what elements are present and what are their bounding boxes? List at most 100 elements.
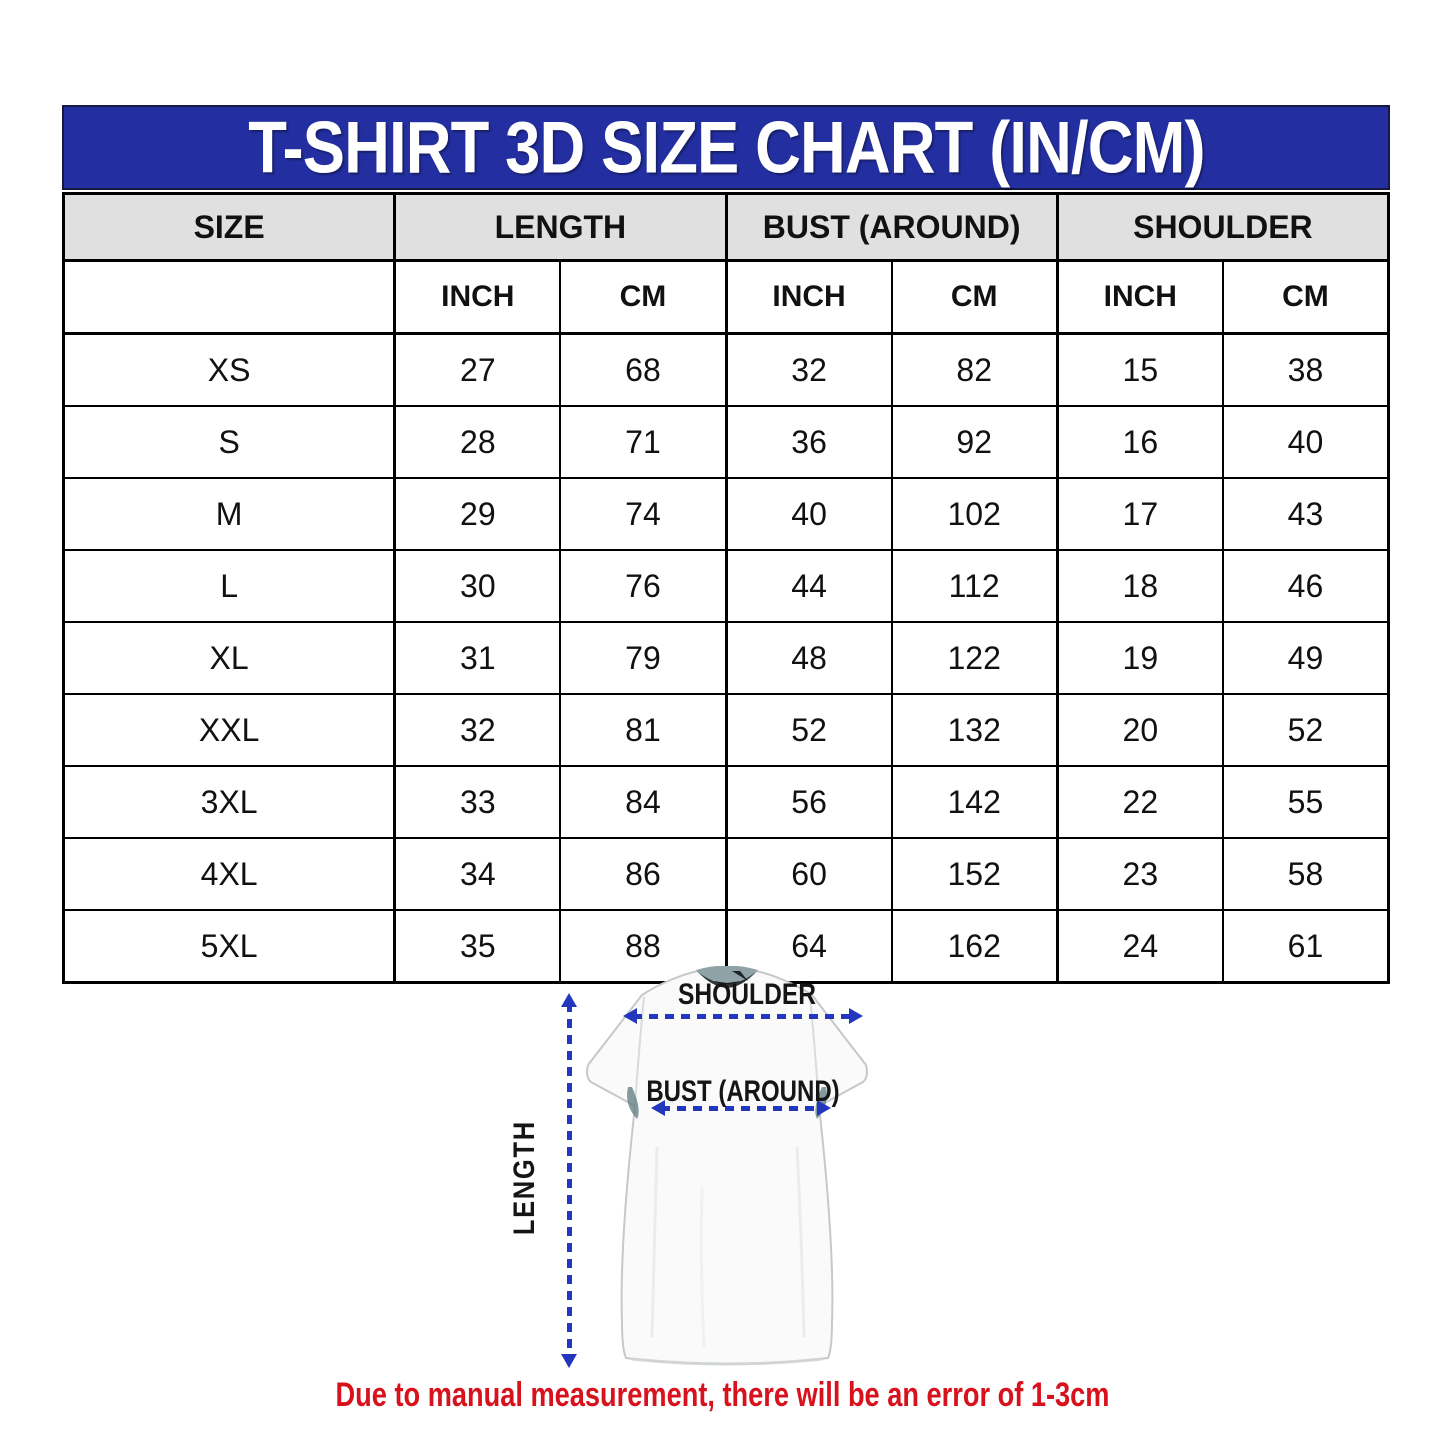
value-cell: 19 [1055, 621, 1224, 695]
size-label-cell: 3XL [62, 765, 396, 839]
column-header-bust: BUST (AROUND) [724, 192, 1059, 262]
bust-arrow [651, 1100, 831, 1116]
value-cell: 44 [724, 549, 893, 623]
measurement-error-note: Due to manual measurement, there will be… [335, 1376, 1110, 1414]
value-cell: 27 [393, 332, 562, 407]
value-cell: 102 [890, 477, 1059, 551]
value-cell: 32 [724, 332, 893, 407]
value-cell: 55 [1221, 765, 1390, 839]
arrowhead-left-icon [623, 1008, 637, 1024]
value-cell: 68 [559, 332, 727, 407]
empty-corner-cell [62, 259, 396, 335]
value-cell: 82 [890, 332, 1059, 407]
size-label-cell: M [62, 477, 396, 551]
value-cell: 40 [1221, 405, 1390, 479]
value-cell: 31 [393, 621, 562, 695]
value-cell: 79 [559, 621, 727, 695]
value-cell: 152 [890, 837, 1059, 911]
table-row: XXL 32 81 52 132 20 52 [62, 693, 1390, 767]
value-cell: 16 [1055, 405, 1224, 479]
length-dashed-line [567, 1003, 572, 1358]
size-label-cell: L [62, 549, 396, 623]
value-cell: 71 [559, 405, 727, 479]
value-cell: 52 [1221, 693, 1390, 767]
tshirt-image [586, 966, 868, 1366]
value-cell: 18 [1055, 549, 1224, 623]
size-table-wrap: SIZE LENGTH BUST (AROUND) SHOULDER INCH … [62, 192, 1390, 984]
value-cell: 36 [724, 405, 893, 479]
value-cell: 20 [1055, 693, 1224, 767]
value-cell: 33 [393, 765, 562, 839]
value-cell: 35 [393, 909, 562, 984]
page-title: T-SHIRT 3D SIZE CHART (IN/CM) [247, 106, 1205, 189]
value-cell: 58 [1221, 837, 1390, 911]
value-cell: 88 [559, 909, 727, 984]
value-cell: 28 [393, 405, 562, 479]
value-cell: 48 [724, 621, 893, 695]
value-cell: 49 [1221, 621, 1390, 695]
value-cell: 22 [1055, 765, 1224, 839]
unit-header-length-inch: INCH [393, 259, 562, 335]
column-header-shoulder: SHOULDER [1055, 192, 1390, 262]
value-cell: 56 [724, 765, 893, 839]
measurement-diagram: SHOULDER BUST (AROUND) LENGTH [0, 958, 1445, 1378]
value-cell: 30 [393, 549, 562, 623]
size-chart-table: SIZE LENGTH BUST (AROUND) SHOULDER INCH … [62, 192, 1390, 984]
value-cell: 112 [890, 549, 1059, 623]
value-cell: 74 [559, 477, 727, 551]
value-cell: 142 [890, 765, 1059, 839]
unit-header-row: INCH CM INCH CM INCH CM [62, 259, 1390, 335]
size-label-cell: 4XL [62, 837, 396, 911]
value-cell: 122 [890, 621, 1059, 695]
size-label-cell: XS [62, 332, 396, 407]
arrowhead-left-icon [651, 1100, 665, 1116]
value-cell: 23 [1055, 837, 1224, 911]
value-cell: 40 [724, 477, 893, 551]
value-cell: 76 [559, 549, 727, 623]
value-cell: 86 [559, 837, 727, 911]
arrowhead-down-icon [561, 1354, 577, 1368]
value-cell: 32 [393, 693, 562, 767]
bust-dashed-line [661, 1106, 821, 1111]
value-cell: 81 [559, 693, 727, 767]
length-arrow [561, 993, 577, 1368]
value-cell: 15 [1055, 332, 1224, 407]
table-row: 3XL 33 84 56 142 22 55 [62, 765, 1390, 839]
arrowhead-right-icon [817, 1100, 831, 1116]
shoulder-dashed-line [633, 1014, 853, 1019]
value-cell: 29 [393, 477, 562, 551]
unit-header-bust-cm: CM [890, 259, 1059, 335]
column-header-size: SIZE [62, 192, 396, 262]
value-cell: 46 [1221, 549, 1390, 623]
table-row: L 30 76 44 112 18 46 [62, 549, 1390, 623]
bust-label: BUST (AROUND) [646, 1075, 840, 1108]
size-label-cell: 5XL [62, 909, 396, 984]
arrowhead-right-icon [849, 1008, 863, 1024]
table-row: S 28 71 36 92 16 40 [62, 405, 1390, 479]
size-label-cell: S [62, 405, 396, 479]
arrowhead-up-icon [561, 993, 577, 1007]
table-row: M 29 74 40 102 17 43 [62, 477, 1390, 551]
value-cell: 92 [890, 405, 1059, 479]
table-row: 4XL 34 86 60 152 23 58 [62, 837, 1390, 911]
size-label-cell: XXL [62, 693, 396, 767]
group-header-row: SIZE LENGTH BUST (AROUND) SHOULDER [62, 192, 1390, 262]
value-cell: 34 [393, 837, 562, 911]
value-cell: 64 [724, 909, 893, 984]
title-banner: T-SHIRT 3D SIZE CHART (IN/CM) [62, 105, 1390, 190]
unit-header-shoulder-cm: CM [1221, 259, 1390, 335]
table-row: 5XL 35 88 64 162 24 61 [62, 909, 1390, 984]
size-label-cell: XL [62, 621, 396, 695]
length-label: LENGTH [508, 1120, 541, 1236]
value-cell: 61 [1221, 909, 1390, 984]
unit-header-length-cm: CM [559, 259, 727, 335]
column-header-length: LENGTH [393, 192, 728, 262]
value-cell: 84 [559, 765, 727, 839]
table-row: XL 31 79 48 122 19 49 [62, 621, 1390, 695]
value-cell: 132 [890, 693, 1059, 767]
value-cell: 162 [890, 909, 1059, 984]
shoulder-label: SHOULDER [677, 978, 817, 1011]
size-table-body: XS 27 68 32 82 15 38 S 28 71 36 92 16 40 M 29 74 40 102 17 4… [62, 332, 1390, 984]
value-cell: 60 [724, 837, 893, 911]
